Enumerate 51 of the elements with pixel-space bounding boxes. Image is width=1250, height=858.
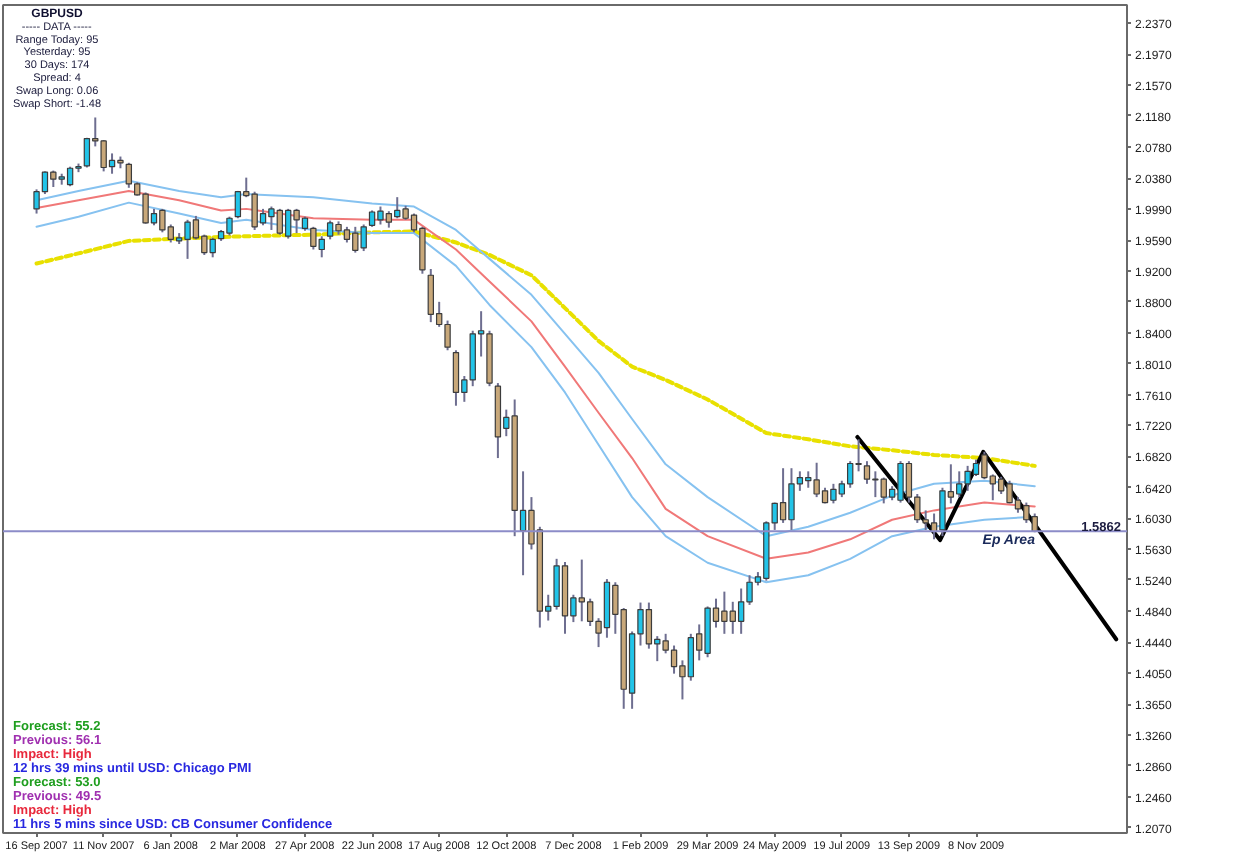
candlestick (276, 207, 284, 236)
candlestick (939, 486, 946, 538)
candlestick (100, 139, 107, 173)
candlestick (184, 218, 191, 260)
candlestick (394, 196, 401, 220)
candlestick (293, 207, 300, 235)
candlestick (209, 236, 216, 259)
candlestick (284, 207, 292, 240)
candlestick (142, 191, 149, 225)
candlestick (603, 578, 611, 639)
candlestick (872, 470, 879, 499)
candlestick (234, 189, 242, 220)
candlestick (318, 235, 325, 259)
candlestick (452, 349, 460, 407)
candlestick (553, 557, 560, 611)
candlestick (813, 461, 820, 499)
candlestick (687, 632, 695, 682)
candlestick (578, 558, 585, 623)
line-series (855, 434, 1119, 642)
candlestick (704, 605, 711, 659)
candlestick (863, 460, 871, 485)
candlestick (880, 476, 887, 505)
candlestick (360, 223, 367, 253)
candlestick (788, 467, 795, 531)
candlestick (846, 460, 854, 489)
line-series (34, 229, 1037, 468)
candlestick (1023, 501, 1030, 524)
candlestick (159, 207, 166, 234)
candlestick (469, 329, 476, 388)
candlestick (326, 219, 334, 241)
candlestick (66, 165, 74, 188)
candlestick (586, 597, 594, 627)
candlestick (964, 464, 971, 492)
candlestick (310, 225, 317, 251)
candlestick (830, 482, 837, 505)
candlestick (956, 470, 963, 499)
candlestick (427, 268, 434, 324)
candlestick (729, 600, 736, 635)
candlestick (737, 587, 745, 635)
candlestick (226, 215, 233, 237)
candlestick (352, 225, 359, 254)
candlestick (897, 460, 904, 504)
candlestick (645, 601, 653, 650)
candlestick (670, 644, 678, 675)
candlestick (268, 205, 275, 231)
candlestick (721, 590, 728, 635)
candlestick (779, 467, 787, 524)
candlestick (981, 450, 988, 481)
candlestick (125, 161, 133, 189)
candlestick (444, 319, 451, 352)
candlestick (251, 190, 258, 231)
